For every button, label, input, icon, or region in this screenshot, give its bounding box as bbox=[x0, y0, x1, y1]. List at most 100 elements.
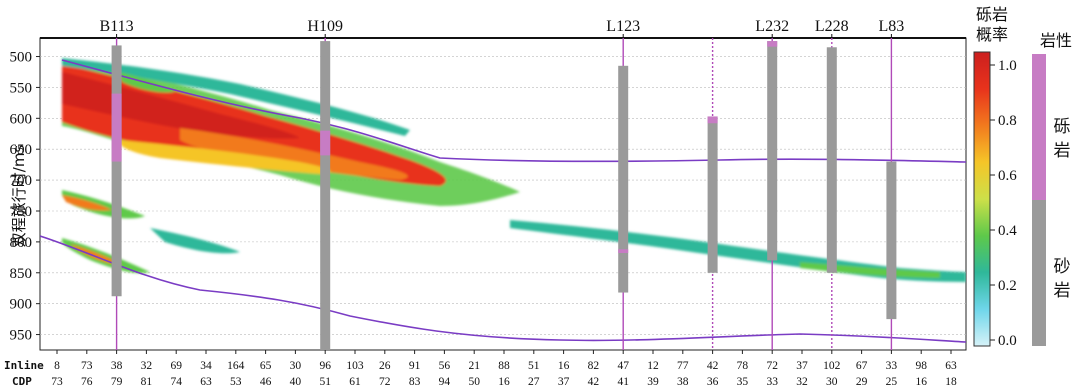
gravel-probability-heatmap bbox=[62, 58, 966, 282]
y-tick-label: 900 bbox=[10, 297, 33, 313]
colorbar-tick-label: 0.4 bbox=[998, 223, 1017, 239]
y-tick-label: 500 bbox=[10, 50, 33, 66]
well-gravel-interval bbox=[320, 130, 331, 156]
y-axis: 500 550 600 650 700 750 800 850 900 950 bbox=[10, 50, 40, 344]
lithology-label-char: 砾 bbox=[1054, 117, 1071, 137]
cdp-tick-label: 83 bbox=[409, 376, 421, 388]
inline-tick-label: 42 bbox=[707, 360, 719, 372]
colorbar-tick-label: 0.0 bbox=[998, 333, 1017, 349]
y-tick-label: 950 bbox=[10, 328, 33, 344]
inline-tick-label: 77 bbox=[677, 360, 689, 372]
y-tick-label: 600 bbox=[10, 111, 33, 127]
colorbar-title-1: 砾岩 bbox=[976, 5, 1008, 24]
cdp-tick-label: 74 bbox=[170, 376, 182, 388]
colorbar-title-2: 概率 bbox=[976, 25, 1008, 44]
heat-lower-patch-3-core bbox=[70, 244, 122, 265]
well-column bbox=[618, 65, 629, 293]
heat-lower-patch-1 bbox=[62, 190, 145, 219]
heat-lower-patch-3 bbox=[62, 238, 150, 274]
inline-label: Inline bbox=[4, 359, 44, 372]
cdp-tick-label: 39 bbox=[647, 376, 659, 388]
inline-tick-label: 16 bbox=[558, 360, 570, 372]
inline-tick-label: 51 bbox=[528, 360, 540, 372]
colorbar-ticks: 1.0 0.8 0.6 0.4 0.2 0.0 bbox=[990, 58, 1017, 349]
horizon-top bbox=[61, 59, 966, 163]
cdp-tick-label: 32 bbox=[796, 376, 808, 388]
y-tick-label: 650 bbox=[10, 142, 33, 158]
inline-tick-label: 96 bbox=[319, 360, 331, 372]
cdp-tick-label: 94 bbox=[439, 376, 451, 388]
well-column bbox=[111, 45, 122, 297]
well-name: H109 bbox=[307, 18, 343, 35]
inline-tick-label: 38 bbox=[111, 360, 123, 372]
well-name: L83 bbox=[879, 18, 905, 35]
well-column bbox=[767, 41, 778, 261]
y-tick-label: 800 bbox=[10, 235, 33, 251]
lithology-label-char: 砂 bbox=[1054, 257, 1071, 277]
well-gravel-interval bbox=[767, 41, 778, 47]
inline-tick-label: 164 bbox=[227, 360, 245, 372]
lithology-label-char: 岩 bbox=[1054, 141, 1071, 161]
inline-tick-label: 78 bbox=[737, 360, 749, 372]
cdp-tick-label: 72 bbox=[379, 376, 391, 388]
inline-tick-label: 65 bbox=[260, 360, 272, 372]
inline-tick-label: 102 bbox=[823, 360, 841, 372]
cdp-tick-label: 16 bbox=[498, 376, 510, 388]
inline-tick-label: 12 bbox=[647, 360, 659, 372]
heat-lower-patch-2 bbox=[150, 228, 240, 254]
cdp-tick-label: 35 bbox=[737, 376, 749, 388]
well-column bbox=[886, 161, 897, 320]
inline-tick-label: 47 bbox=[617, 360, 629, 372]
inline-tick-label: 88 bbox=[498, 360, 510, 372]
inline-tick-label: 63 bbox=[945, 360, 957, 372]
x-axis: 8 73 73 76 38 79 32 81 69 74 34 63 164 53 65 46 30 40 96 51… bbox=[51, 350, 957, 388]
inline-tick-label: 32 bbox=[141, 360, 153, 372]
y-tick-label: 700 bbox=[10, 173, 33, 189]
inline-tick-label: 33 bbox=[886, 360, 898, 372]
y-tick-label: 550 bbox=[10, 80, 33, 96]
cdp-tick-label: 33 bbox=[766, 376, 778, 388]
inline-tick-label: 103 bbox=[346, 360, 364, 372]
inline-tick-label: 30 bbox=[290, 360, 302, 372]
cdp-tick-label: 61 bbox=[349, 376, 361, 388]
well-name: B113 bbox=[100, 18, 134, 35]
cdp-tick-label: 40 bbox=[290, 376, 302, 388]
heat-lower-patch-1-core bbox=[62, 195, 112, 211]
inline-tick-label: 21 bbox=[468, 360, 480, 372]
well-column bbox=[320, 41, 331, 350]
inline-tick-label: 8 bbox=[54, 360, 60, 372]
well-gravel-interval bbox=[707, 116, 718, 124]
cdp-tick-label: 53 bbox=[230, 376, 242, 388]
inline-tick-label: 82 bbox=[588, 360, 600, 372]
cdp-tick-label: 73 bbox=[51, 376, 63, 388]
cdp-tick-label: 76 bbox=[81, 376, 93, 388]
y-axis-label: 双程旅行时/ms bbox=[10, 145, 28, 248]
cdp-tick-label: 41 bbox=[617, 376, 629, 388]
cdp-tick-label: 79 bbox=[111, 376, 123, 388]
well-column bbox=[826, 47, 837, 273]
wells bbox=[111, 38, 897, 350]
inline-tick-label: 34 bbox=[200, 360, 212, 372]
colorbar-tick-label: 1.0 bbox=[998, 58, 1017, 74]
lithology-sand-swatch bbox=[1032, 200, 1046, 346]
inline-tick-label: 72 bbox=[766, 360, 778, 372]
colorbar-tick-label: 0.2 bbox=[998, 278, 1017, 294]
colorbar-tick-label: 0.6 bbox=[998, 168, 1017, 184]
cdp-label: CDP bbox=[12, 375, 32, 388]
cdp-tick-label: 63 bbox=[200, 376, 212, 388]
well-labels: B113 H109 L123 L232 L228 L83 bbox=[100, 18, 905, 38]
cdp-tick-label: 36 bbox=[707, 376, 719, 388]
cdp-tick-label: 27 bbox=[528, 376, 540, 388]
colorbar-tick-label: 0.8 bbox=[998, 113, 1017, 129]
colorbar bbox=[973, 51, 991, 347]
heat-yellow-streak bbox=[120, 140, 331, 174]
inline-tick-label: 98 bbox=[915, 360, 927, 372]
well-name: L232 bbox=[755, 18, 789, 35]
inline-tick-label: 56 bbox=[439, 360, 451, 372]
horizons bbox=[40, 59, 966, 343]
horizon-base bbox=[40, 235, 966, 343]
y-tick-label: 750 bbox=[10, 204, 33, 220]
cdp-tick-label: 38 bbox=[677, 376, 689, 388]
